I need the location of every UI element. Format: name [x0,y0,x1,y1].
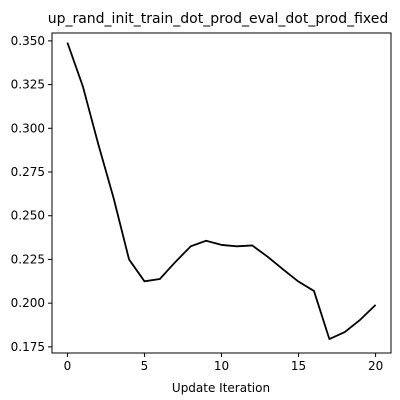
y-tick-label: 0.350 [11,34,45,48]
x-tick-label: 0 [64,359,72,373]
y-tick-label: 0.225 [11,252,45,266]
chart-title: up_rand_init_train_dot_prod_eval_dot_pro… [48,11,389,27]
series-layer [66,42,377,340]
plot-frame [51,32,392,354]
y-axis: 0.175 0.200 0.225 0.250 0.275 0.300 0.325 0.350 [11,34,52,354]
x-axis: 0 5 10 15 20 [64,353,383,373]
x-axis-label: Update Iteration [172,381,270,395]
y-tick-label: 0.200 [11,296,45,310]
y-tick-label: 0.300 [11,121,45,135]
y-tick-label: 0.250 [11,209,45,223]
x-tick-label: 20 [368,359,383,373]
y-tick-label: 0.175 [11,340,45,354]
y-tick-label: 0.325 [11,78,45,92]
x-tick-label: 10 [214,359,229,373]
y-tick-label: 0.275 [11,165,45,179]
series-line [66,42,377,340]
x-tick-label: 15 [291,359,306,373]
x-tick-label: 5 [141,359,149,373]
